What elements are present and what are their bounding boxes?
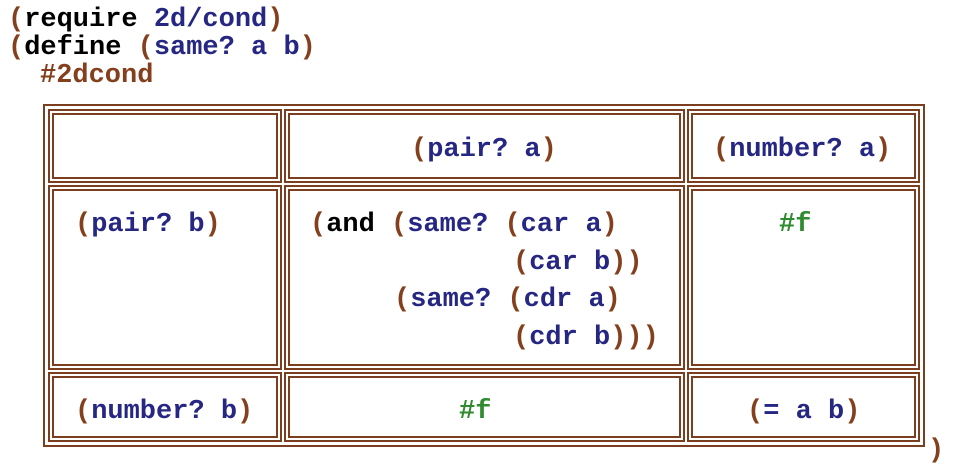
cell-border: [48, 372, 282, 442]
code-token: b: [594, 248, 611, 278]
code-token: cdr: [529, 323, 578, 353]
cell-border: [691, 113, 916, 179]
cell-border: [691, 189, 916, 366]
code-token: same?: [407, 210, 489, 240]
code-line: (require 2d/cond): [8, 5, 283, 35]
code-token: #2dcond: [40, 61, 154, 91]
code-token: (: [391, 210, 408, 240]
cell-border: [284, 185, 685, 370]
code-token: same?: [153, 33, 235, 63]
code-token: ): [601, 210, 618, 240]
code-token: define: [24, 33, 122, 63]
code-token: a: [585, 210, 602, 240]
code-token: require: [24, 5, 138, 35]
code-token: #f: [779, 210, 812, 240]
code-token: same?: [410, 285, 492, 315]
code-token: b: [594, 323, 611, 353]
cell-line: #f: [459, 397, 491, 427]
code-token: (: [75, 397, 92, 427]
code-token: =: [763, 397, 780, 427]
cell-line: #f: [779, 210, 811, 240]
code-token: (: [137, 33, 154, 63]
cell-line: (car b)): [513, 248, 643, 278]
code-token: (: [310, 210, 327, 240]
cell-border: [687, 185, 920, 370]
code-token: b: [188, 210, 205, 240]
code-token: cdr: [523, 285, 573, 315]
cell-line: (same? (cdr a): [394, 285, 621, 315]
code-token: (: [394, 285, 411, 315]
code-token: a: [795, 397, 812, 427]
code-token: #f: [459, 397, 492, 427]
code-token: a: [858, 135, 876, 165]
cell-border: [288, 189, 681, 366]
code-token: 2d/cond: [153, 5, 268, 35]
code-token: )): [610, 248, 643, 278]
cell-line: (number? a): [713, 135, 891, 165]
code-token: car: [520, 210, 570, 240]
code-token: ): [540, 135, 557, 165]
code-token: a: [588, 285, 605, 315]
code-token: pair?: [91, 210, 173, 240]
cell-border: [48, 109, 282, 183]
code-token: ): [299, 33, 316, 63]
code-token: a: [251, 33, 268, 63]
cell-line: (pair? a): [411, 135, 557, 165]
cell-border: [52, 189, 278, 366]
cell-border: [288, 113, 681, 179]
cell-border: [687, 372, 920, 442]
code-token: (: [513, 323, 530, 353]
code-token: (: [747, 397, 764, 427]
code-line: #2dcond: [40, 61, 153, 91]
code-token: (: [713, 135, 730, 165]
cell-border: [284, 109, 685, 183]
code-token: ))): [610, 323, 659, 353]
cell-line: (pair? b): [75, 210, 221, 240]
code-token: b: [828, 397, 845, 427]
code-token: ): [844, 397, 861, 427]
code-token: ): [267, 5, 284, 35]
cell-border: [687, 109, 920, 183]
code-token: (: [8, 5, 25, 35]
code-token: a: [524, 135, 541, 165]
code-token: and: [326, 210, 375, 240]
code-token: ): [928, 436, 945, 466]
code-token: number?: [729, 135, 843, 165]
cell-border: [691, 376, 916, 438]
code-token: (: [504, 210, 521, 240]
code-token: (: [411, 135, 428, 165]
code-token: (: [513, 248, 530, 278]
cell-border: [52, 376, 278, 438]
code-token: pair?: [427, 135, 509, 165]
code-token: b: [220, 397, 238, 427]
code-line: ): [928, 436, 944, 466]
cell-border: [288, 376, 681, 438]
code-token: (: [507, 285, 524, 315]
cell-line: (cdr b))): [513, 323, 659, 353]
code-token: ): [875, 135, 892, 165]
code-token: ): [604, 285, 621, 315]
cell-border: [284, 372, 685, 442]
code-token: ): [237, 397, 254, 427]
code-token: (: [8, 33, 25, 63]
cell-line: (number? b): [75, 397, 253, 427]
code-token: (: [75, 210, 92, 240]
table-border: [43, 104, 925, 447]
code-token: ): [204, 210, 221, 240]
cell-border: [48, 185, 282, 370]
cell-line: (and (same? (car a): [310, 210, 618, 240]
cell-line: (= a b): [747, 397, 860, 427]
code-token: car: [529, 248, 578, 278]
code-line: (define (same? a b): [8, 33, 316, 63]
code-token: number?: [91, 397, 205, 427]
code-token: b: [283, 33, 300, 63]
cell-border: [52, 113, 278, 179]
